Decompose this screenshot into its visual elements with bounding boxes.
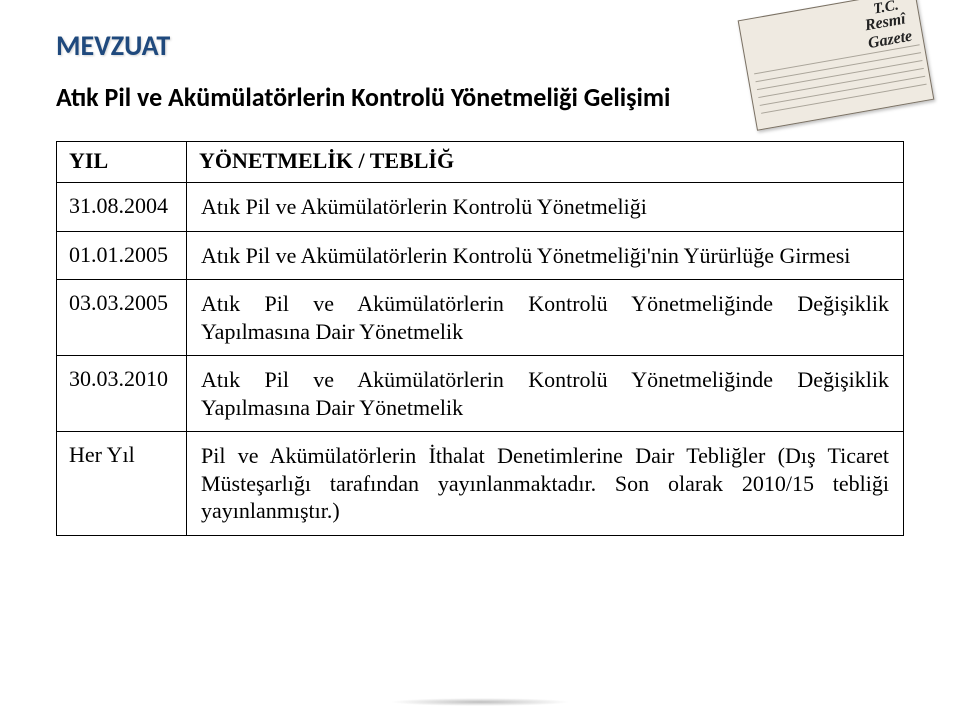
table-row: Her Yıl Pil ve Akümülatörlerin İthalat D… — [57, 432, 904, 536]
regulation-table: YIL YÖNETMELİK / TEBLİĞ 31.08.2004 Atık … — [56, 141, 904, 536]
gazette-image — [738, 0, 935, 131]
cell-desc: Atık Pil ve Akümülatörlerin Kontrolü Yön… — [187, 280, 904, 356]
table-header-row: YIL YÖNETMELİK / TEBLİĞ — [57, 142, 904, 183]
cell-desc: Atık Pil ve Akümülatörlerin Kontrolü Yön… — [187, 183, 904, 232]
cell-desc: Atık Pil ve Akümülatörlerin Kontrolü Yön… — [187, 231, 904, 280]
cell-desc: Atık Pil ve Akümülatörlerin Kontrolü Yön… — [187, 356, 904, 432]
cell-year: 30.03.2010 — [57, 356, 187, 432]
cell-year: 31.08.2004 — [57, 183, 187, 232]
col-desc: YÖNETMELİK / TEBLİĞ — [187, 142, 904, 183]
slide: MEVZUAT Atık Pil ve Akümülatörlerin Kont… — [0, 0, 960, 720]
footer-shadow — [390, 698, 570, 706]
table-row: 03.03.2005 Atık Pil ve Akümülatörlerin K… — [57, 280, 904, 356]
col-year: YIL — [57, 142, 187, 183]
cell-year: Her Yıl — [57, 432, 187, 536]
cell-year: 01.01.2005 — [57, 231, 187, 280]
cell-year: 03.03.2005 — [57, 280, 187, 356]
table-row: 01.01.2005 Atık Pil ve Akümülatörlerin K… — [57, 231, 904, 280]
table-row: 30.03.2010 Atık Pil ve Akümülatörlerin K… — [57, 356, 904, 432]
table-row: 31.08.2004 Atık Pil ve Akümülatörlerin K… — [57, 183, 904, 232]
cell-desc: Pil ve Akümülatörlerin İthalat Denetimle… — [187, 432, 904, 536]
